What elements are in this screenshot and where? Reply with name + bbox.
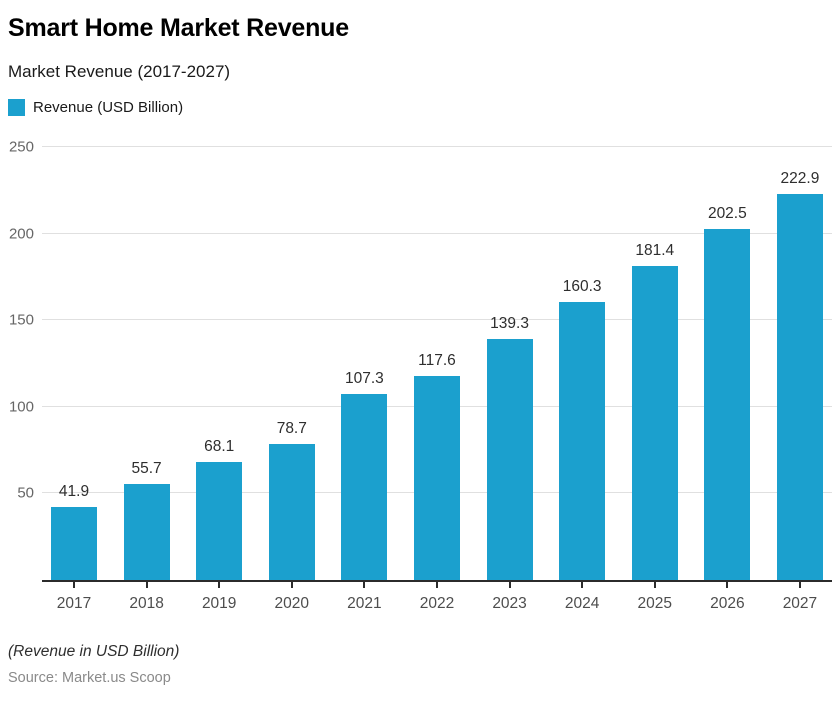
y-tick-label: 150 bbox=[8, 311, 34, 329]
x-axis-cell: 2019 bbox=[196, 582, 242, 613]
x-tick-label: 2024 bbox=[564, 595, 600, 612]
x-tick-mark bbox=[363, 582, 366, 588]
bar-value-label: 107.3 bbox=[344, 370, 384, 388]
bar-2024: 160.3 bbox=[559, 278, 606, 580]
x-tick-mark bbox=[726, 582, 729, 588]
x-tick-label: 2018 bbox=[129, 595, 164, 612]
x-axis-cell: 2026 bbox=[704, 582, 750, 613]
bar-value-label: 41.9 bbox=[58, 483, 90, 501]
bar-value-label: 117.6 bbox=[418, 352, 456, 370]
x-tick-mark bbox=[653, 582, 656, 588]
x-tick-label: 2019 bbox=[201, 595, 237, 612]
chart-title: Smart Home Market Revenue bbox=[8, 14, 349, 42]
gridline bbox=[42, 319, 832, 321]
gridline bbox=[42, 232, 832, 234]
bar-value-label: 78.7 bbox=[276, 419, 307, 437]
footnote: (Revenue in USD Billion) bbox=[8, 643, 180, 660]
x-axis-cell: 2022 bbox=[414, 582, 460, 613]
x-tick-label: 2027 bbox=[782, 595, 818, 612]
bars-container: 41.9 55.7 68.1 78.7 107.3 117.6 139.3 160.3 181.… bbox=[42, 147, 832, 580]
bar-value-label: 160.3 bbox=[562, 278, 602, 296]
bar-chart: 50 100 150 200 250 41.9 55.7 68.1 78.7 107.3 117.6… bbox=[8, 139, 832, 613]
bar-value-label: 68.1 bbox=[204, 438, 235, 456]
legend: Revenue (USD Billion) bbox=[8, 99, 832, 116]
x-tick-label: 2022 bbox=[419, 595, 455, 612]
x-axis: 2017 2018 2019 2020 2021 2022 2023 2024 2025 2026… bbox=[42, 580, 832, 613]
chart-subtitle: Market Revenue (2017-2027) bbox=[8, 62, 231, 81]
x-tick-label: 2025 bbox=[637, 595, 672, 612]
x-tick-label: 2021 bbox=[347, 595, 382, 612]
legend-label: Revenue (USD Billion) bbox=[33, 99, 184, 116]
x-axis-cell: 2027 bbox=[777, 582, 823, 613]
bar-2026: 202.5 bbox=[704, 205, 751, 580]
x-tick-label: 2020 bbox=[274, 595, 310, 612]
x-tick-mark bbox=[581, 582, 584, 588]
x-tick-mark bbox=[145, 582, 148, 588]
x-axis-cell: 2024 bbox=[559, 582, 605, 613]
plot-area: 50 100 150 200 250 41.9 55.7 68.1 78.7 107.3 117.6… bbox=[9, 139, 832, 580]
x-tick-label: 2017 bbox=[56, 595, 92, 612]
bar-2025: 181.4 bbox=[631, 242, 678, 580]
x-axis-cell: 2017 bbox=[51, 582, 97, 613]
bar-2022: 117.6 bbox=[413, 352, 460, 580]
bar-2018: 55.7 bbox=[123, 460, 170, 580]
bar-2023: 139.3 bbox=[486, 315, 533, 580]
x-tick-mark bbox=[798, 582, 801, 588]
bar-value-label: 139.3 bbox=[490, 314, 529, 332]
x-tick-label: 2023 bbox=[492, 595, 527, 612]
bar-2027: 222.9 bbox=[776, 170, 823, 580]
legend-swatch-icon bbox=[8, 99, 25, 116]
bar-value-label: 202.5 bbox=[707, 205, 747, 223]
bar-value-label: 181.4 bbox=[635, 241, 675, 259]
bar-value-label: 222.9 bbox=[780, 169, 820, 187]
x-axis-cell: 2025 bbox=[632, 582, 678, 613]
gridline bbox=[42, 146, 832, 147]
source-text: Source: Market.us Scoop bbox=[8, 670, 171, 686]
bar-2019: 68.1 bbox=[196, 438, 243, 580]
bar-2017: 41.9 bbox=[51, 483, 97, 580]
x-axis-cell: 2018 bbox=[124, 582, 170, 613]
x-tick-mark bbox=[290, 582, 293, 588]
x-axis-cell: 2021 bbox=[341, 582, 387, 613]
x-tick-mark bbox=[218, 582, 221, 588]
bar-2020: 78.7 bbox=[268, 420, 315, 580]
x-tick-label: 2026 bbox=[710, 595, 745, 612]
y-tick-label: 100 bbox=[8, 398, 34, 416]
x-tick-mark bbox=[435, 582, 438, 588]
x-axis-cell: 2020 bbox=[269, 582, 315, 613]
x-tick-mark bbox=[73, 582, 75, 588]
y-tick-label: 200 bbox=[8, 225, 34, 243]
y-tick-label: 250 bbox=[8, 138, 34, 156]
bar-2021: 107.3 bbox=[341, 370, 388, 580]
bar-value-label: 55.7 bbox=[131, 459, 162, 477]
x-axis-cell: 2023 bbox=[487, 582, 533, 613]
x-tick-mark bbox=[508, 582, 511, 588]
y-tick-label: 50 bbox=[17, 484, 34, 502]
